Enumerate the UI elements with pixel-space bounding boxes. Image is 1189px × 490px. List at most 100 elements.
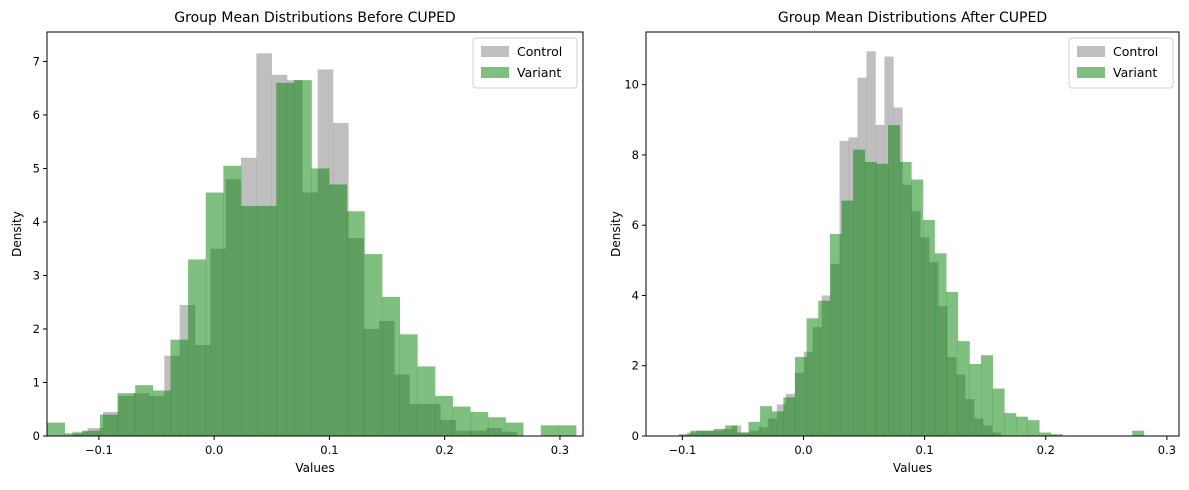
bar-variant-11 — [806, 318, 819, 436]
bar-variant-20 — [399, 334, 418, 436]
bar-variant-24 — [470, 411, 489, 436]
bar-variant-25 — [969, 363, 982, 436]
legend-label-control: Control — [517, 44, 562, 59]
y-axis-label: Density — [609, 211, 623, 257]
bar-variant-24 — [957, 341, 970, 436]
bar-variant-12 — [258, 205, 277, 436]
bar-variant-11 — [241, 205, 259, 436]
chart-title: Group Mean Distributions Before CUPED — [174, 10, 455, 26]
y-tick-label: 1 — [33, 375, 40, 389]
bar-variant-18 — [888, 125, 900, 436]
bar-variant-1 — [690, 430, 703, 436]
bar-variant-10 — [223, 165, 242, 436]
chart-panel-1: −0.1 0.0 0.1 0.2 0.3 0 1 2 3 4 5 6 7 Group Mean Distr… — [10, 10, 584, 475]
bar-variant-16 — [329, 184, 348, 436]
bar-variant-7 — [170, 339, 189, 436]
bar-variant-26 — [505, 422, 524, 436]
x-axis-label: Values — [295, 461, 334, 475]
bar-variant-39 — [1132, 430, 1145, 436]
legend-swatch-control — [481, 46, 509, 57]
legend-swatch-variant — [1077, 67, 1105, 78]
bar-variant-29 — [1015, 416, 1028, 436]
bar-variant-26 — [981, 355, 993, 436]
x-tick-label: 0.2 — [1037, 443, 1055, 457]
y-tick-label: 0 — [632, 429, 639, 443]
bar-variant-10 — [795, 356, 807, 436]
x-tick-label: 0.1 — [915, 443, 933, 457]
plot-area — [678, 51, 1145, 436]
legend: Control Variant — [1068, 37, 1174, 89]
bar-variant-20 — [911, 179, 924, 436]
bar-variant-28 — [540, 425, 559, 436]
bar-variant-13 — [276, 82, 295, 436]
legend-label-variant: Variant — [517, 65, 561, 80]
x-tick-label: 0.0 — [205, 443, 223, 457]
plot-area — [47, 53, 577, 436]
x-tick-label: −0.1 — [668, 443, 696, 457]
bar-variant-28 — [1004, 413, 1017, 436]
bar-variant-0 — [678, 434, 691, 436]
bar-variant-3 — [99, 414, 118, 436]
y-tick-label: 10 — [624, 78, 639, 92]
y-tick-label: 8 — [632, 148, 639, 162]
bar-variant-6 — [748, 421, 761, 436]
x-tick-label: 0.0 — [794, 443, 812, 457]
y-tick-label: 3 — [33, 268, 40, 282]
bar-variant-25 — [487, 417, 506, 436]
legend-swatch-variant — [481, 67, 509, 78]
bar-variant-22 — [934, 253, 947, 436]
x-axis-label: Values — [893, 461, 932, 475]
bar-variant-15 — [311, 168, 330, 436]
y-tick-label: 4 — [632, 288, 639, 302]
x-tick-label: 0.3 — [1158, 443, 1176, 457]
chart-panel-2: −0.1 0.0 0.1 0.2 0.3 0 2 4 6 8 10 Group Mean Distri… — [609, 10, 1180, 475]
y-axis-label: Density — [10, 211, 24, 257]
legend-label-control: Control — [1113, 44, 1158, 59]
bar-variant-5 — [736, 432, 749, 436]
y-tick-label: 5 — [33, 161, 40, 175]
bar-variant-17 — [346, 211, 365, 436]
bar-variant-18 — [364, 254, 383, 436]
bar-variant-7 — [760, 406, 773, 436]
bar-variant-9 — [783, 397, 796, 436]
series-variant — [678, 125, 1145, 436]
x-tick-label: 0.3 — [551, 443, 569, 457]
x-tick-label: 0.1 — [320, 443, 338, 457]
legend-label-variant: Variant — [1113, 65, 1157, 80]
bar-variant-12 — [818, 300, 831, 436]
y-tick-label: 2 — [33, 322, 40, 336]
y-tick-label: 6 — [632, 218, 639, 232]
bar-variant-31 — [1039, 432, 1052, 436]
bar-variant-23 — [946, 291, 959, 436]
bar-variant-21 — [417, 366, 436, 436]
y-tick-label: 0 — [33, 429, 40, 443]
bar-variant-16 — [864, 161, 877, 436]
bar-variant-21 — [922, 219, 935, 436]
axes-frame — [645, 31, 1180, 437]
bar-variant-27 — [992, 388, 1005, 436]
legend: Control Variant — [472, 37, 578, 89]
bar-variant-13 — [829, 234, 842, 436]
x-tick-label: 0.2 — [436, 443, 454, 457]
bar-variant-4 — [725, 425, 738, 436]
bar-variant-1 — [64, 433, 83, 436]
bar-variant-15 — [853, 149, 866, 436]
y-tick-label: 6 — [33, 108, 40, 122]
bar-variant-3 — [713, 428, 726, 436]
bar-variant-8 — [188, 259, 207, 436]
series-variant — [47, 80, 577, 436]
bar-variant-0 — [47, 422, 65, 436]
bar-variant-14 — [841, 200, 854, 436]
y-tick-label: 2 — [632, 359, 639, 373]
bar-variant-22 — [434, 395, 453, 436]
bar-variant-2 — [701, 430, 714, 436]
bar-variant-14 — [293, 80, 312, 436]
bar-variant-17 — [876, 163, 889, 436]
bar-variant-19 — [382, 296, 401, 436]
bar-variant-5 — [135, 385, 154, 436]
bar-variant-2 — [82, 430, 101, 436]
axes-frame — [46, 31, 584, 437]
bar-variant-23 — [452, 406, 471, 436]
chart-title: Group Mean Distributions After CUPED — [778, 10, 1047, 26]
